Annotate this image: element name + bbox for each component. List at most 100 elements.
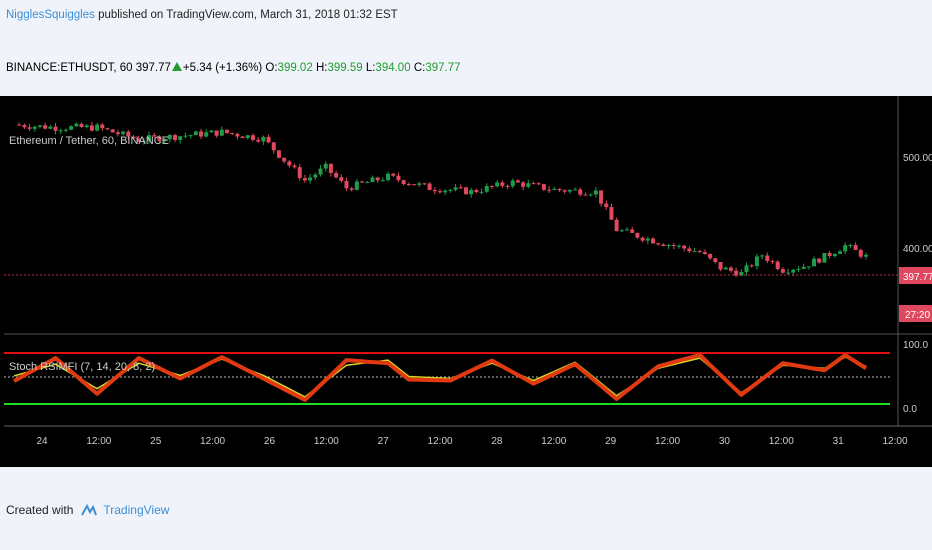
candle-body — [43, 125, 48, 129]
price-tick-500: 500.00 — [903, 153, 932, 164]
candle-body — [739, 271, 744, 276]
candle-body — [796, 268, 801, 270]
candle-body — [489, 185, 494, 187]
open-label: O: — [265, 62, 278, 74]
candle-body — [63, 129, 68, 131]
candle-body — [453, 187, 458, 190]
candle-body — [682, 245, 687, 249]
candle-body — [552, 188, 557, 190]
candle-body — [754, 256, 759, 267]
candle-body — [48, 126, 53, 129]
created-with-label: Created with — [6, 503, 74, 517]
candle-body — [365, 182, 370, 184]
candle-body — [843, 245, 848, 252]
candle-body — [708, 253, 713, 259]
time-tick-label: 12:00 — [655, 436, 680, 447]
publish-line: NigglesSquiggles published on TradingVie… — [6, 9, 398, 21]
candle-body — [838, 251, 843, 254]
current-price-badge-bg — [899, 267, 932, 284]
close-label: C: — [413, 62, 426, 74]
candle-body — [588, 194, 593, 196]
price-axis[interactable]: 500.00 400.00 397.77 27:20 100.0 0.0 — [899, 153, 932, 415]
candle-body — [744, 265, 749, 272]
time-tick-label: 27 — [378, 436, 390, 447]
candle-body — [661, 244, 666, 247]
candle-body — [391, 173, 396, 176]
time-tick-label: 24 — [36, 436, 48, 447]
chart-svg[interactable]: Ethereum / Tether, 60, BINANCE Stoch RSI… — [0, 96, 932, 467]
candle-body — [136, 138, 141, 142]
candle-body — [95, 124, 100, 131]
candle-body — [500, 182, 505, 186]
candle-body — [240, 136, 245, 139]
time-axis[interactable]: 24 12:00 25 12:00 26 12:00 27 12:00 28 12:00 29 12:… — [36, 436, 908, 447]
candle-body — [562, 190, 567, 192]
time-tick-label: 12:00 — [86, 436, 111, 447]
candle-body — [266, 136, 271, 143]
candle-body — [147, 135, 152, 141]
candle-body — [89, 125, 94, 131]
candle-body — [74, 123, 79, 127]
candle-body — [396, 175, 401, 181]
low-value: 394.00 — [375, 62, 411, 74]
candle-body — [256, 139, 261, 142]
osc-fast-line — [13, 353, 868, 402]
time-tick-label: 31 — [833, 436, 845, 447]
candle-body — [53, 126, 58, 131]
candle-body — [115, 132, 120, 135]
candle-body — [526, 183, 531, 187]
candle-body — [718, 262, 723, 270]
candle-body — [199, 131, 204, 137]
candle-body — [780, 269, 785, 273]
candle-body — [770, 261, 775, 263]
candle-body — [832, 253, 837, 256]
candle-body — [573, 189, 578, 191]
last-price: 397.77 — [135, 62, 171, 74]
candle-body — [100, 124, 105, 129]
candle-body — [323, 163, 328, 169]
candle-body — [692, 251, 697, 253]
candle-body — [110, 129, 115, 133]
candle-body — [822, 253, 827, 263]
candle-body — [463, 187, 468, 195]
candle-body — [308, 177, 313, 181]
tradingview-logo-icon — [81, 503, 98, 516]
author-link[interactable]: NigglesSquiggles — [6, 9, 95, 21]
osc-tick-100: 100.0 — [903, 340, 928, 351]
candle-body — [609, 207, 614, 220]
time-tick-label: 28 — [491, 436, 503, 447]
candle-body — [271, 142, 276, 151]
candle-body — [167, 134, 172, 140]
candle-body — [193, 131, 198, 136]
up-arrow-icon — [171, 62, 182, 71]
indicator-legend: Stoch RSIMFI (7, 14, 20, 8, 2) — [9, 361, 155, 373]
candle-body — [209, 130, 214, 133]
time-tick-label: 12:00 — [882, 436, 907, 447]
candle-body — [578, 189, 583, 195]
candle-body — [723, 267, 728, 270]
candle-body — [651, 238, 655, 244]
candle-body — [697, 251, 702, 253]
candle-body — [817, 258, 822, 263]
candle-body — [786, 272, 791, 274]
candle-body — [69, 126, 74, 130]
candle-body — [37, 125, 42, 127]
candle-body — [427, 183, 432, 190]
candle-body — [474, 189, 479, 193]
candle-body — [22, 125, 27, 128]
candle-body — [469, 189, 474, 195]
candle-body — [121, 131, 126, 135]
candle-body — [276, 150, 281, 158]
candle-body — [17, 124, 22, 126]
candle-body — [292, 165, 297, 168]
candle-body — [354, 181, 359, 190]
chart-area[interactable]: Ethereum / Tether, 60, BINANCE Stoch RSI… — [0, 96, 932, 467]
candle-body — [812, 258, 817, 267]
tradingview-brand[interactable]: TradingView — [103, 503, 170, 517]
candle-body — [302, 178, 307, 181]
current-price-badge: 397.77 — [903, 272, 932, 283]
symbol-label: BINANCE:ETHUSDT, 60 — [6, 62, 133, 74]
candle-body — [360, 181, 365, 183]
candle-body — [261, 136, 266, 142]
open-value: 399.02 — [277, 62, 313, 74]
